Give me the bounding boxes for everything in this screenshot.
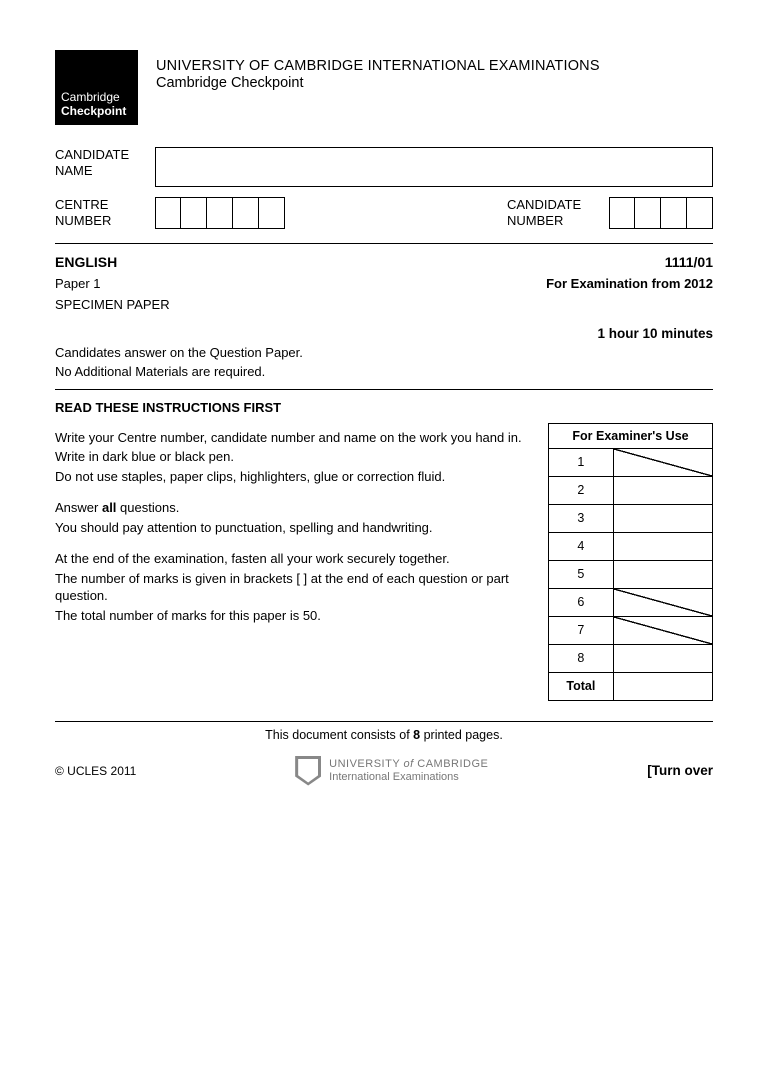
instruction-line: The total number of marks for this paper… (55, 607, 530, 625)
candidate-block: CANDIDATE NAME CENTRE NUMBER CANDIDATE N… (55, 147, 713, 230)
examiner-row-num: 8 (549, 644, 614, 672)
examiner-row-mark[interactable] (613, 476, 712, 504)
centre-digit-box[interactable] (181, 197, 207, 229)
subject-row: ENGLISH 1111/01 (55, 254, 713, 270)
candidate-number-label: CANDIDATE NUMBER (507, 197, 609, 230)
logo-line1: Cambridge (61, 91, 132, 105)
candidate-digit-box[interactable] (687, 197, 713, 229)
qp-line: Candidates answer on the Question Paper. (55, 345, 713, 360)
duration: 1 hour 10 minutes (55, 326, 713, 341)
divider (55, 389, 713, 390)
university-logo: UNIVERSITY of CAMBRIDGE International Ex… (295, 756, 488, 786)
examiner-row-mark (613, 588, 712, 616)
examiner-row-mark[interactable] (613, 504, 712, 532)
qp-lines: Candidates answer on the Question Paper.… (55, 345, 713, 379)
candidate-digit-box[interactable] (609, 197, 635, 229)
examiner-row-mark[interactable] (613, 560, 712, 588)
paper-label: Paper 1 (55, 276, 101, 291)
subject-name: ENGLISH (55, 254, 117, 270)
instruction-line: Write in dark blue or black pen. (55, 448, 530, 466)
examiner-row-mark[interactable] (613, 532, 712, 560)
instruction-line: At the end of the examination, fasten al… (55, 550, 530, 568)
candidate-number-boxes[interactable] (609, 197, 713, 229)
instructions-block: Answer all questions. You should pay att… (55, 499, 530, 536)
candidate-name-label: CANDIDATE NAME (55, 147, 155, 180)
specimen-label: SPECIMEN PAPER (55, 297, 713, 312)
centre-digit-box[interactable] (155, 197, 181, 229)
examiner-row-num: 5 (549, 560, 614, 588)
centre-digit-box[interactable] (233, 197, 259, 229)
paper-row: Paper 1 For Examination from 2012 (55, 276, 713, 291)
instructions-block: At the end of the examination, fasten al… (55, 550, 530, 624)
shield-icon (295, 756, 321, 786)
examiner-row-num: 7 (549, 616, 614, 644)
divider (55, 243, 713, 244)
examiner-total-label: Total (549, 672, 614, 700)
examiner-row-mark (613, 448, 712, 476)
examiner-row-mark (613, 616, 712, 644)
examiner-total-mark[interactable] (613, 672, 712, 700)
copyright: © UCLES 2011 (55, 764, 136, 778)
examiner-row-num: 3 (549, 504, 614, 532)
examiner-row-num: 6 (549, 588, 614, 616)
instruction-line: Answer all questions. (55, 499, 530, 517)
divider (55, 721, 713, 722)
examiner-row-mark[interactable] (613, 644, 712, 672)
examiner-row-num: 2 (549, 476, 614, 504)
centre-number-label: CENTRE NUMBER (55, 197, 155, 230)
turn-over: [Turn over (647, 763, 713, 778)
exam-from: For Examination from 2012 (546, 276, 713, 291)
logo-line2: Checkpoint (61, 105, 132, 119)
examiner-row-num: 4 (549, 532, 614, 560)
footer-row: © UCLES 2011 UNIVERSITY of CAMBRIDGE Int… (55, 756, 713, 786)
subject-code: 1111/01 (665, 254, 713, 270)
instructions-title: READ THESE INSTRUCTIONS FIRST (55, 400, 713, 415)
instruction-line: Write your Centre number, candidate numb… (55, 429, 530, 447)
qp-line: No Additional Materials are required. (55, 364, 713, 379)
instruction-line: Do not use staples, paper clips, highlig… (55, 468, 530, 486)
header-text: UNIVERSITY OF CAMBRIDGE INTERNATIONAL EX… (156, 50, 600, 91)
candidate-name-box[interactable] (155, 147, 713, 187)
uni-line2: International Examinations (329, 771, 488, 783)
examiner-row-num: 1 (549, 448, 614, 476)
candidate-digit-box[interactable] (635, 197, 661, 229)
uni-line1: UNIVERSITY of CAMBRIDGE (329, 758, 488, 770)
centre-number-boxes[interactable] (155, 197, 285, 229)
instruction-line: You should pay attention to punctuation,… (55, 519, 530, 537)
org-title: UNIVERSITY OF CAMBRIDGE INTERNATIONAL EX… (156, 58, 600, 74)
footer-doc-text: This document consists of 8 printed page… (55, 728, 713, 742)
examiner-header: For Examiner's Use (549, 423, 713, 448)
examiner-use-table: For Examiner's Use 12345678 Total (548, 423, 713, 701)
centre-digit-box[interactable] (259, 197, 285, 229)
header: Cambridge Checkpoint UNIVERSITY OF CAMBR… (55, 50, 713, 125)
instructions-block: Write your Centre number, candidate numb… (55, 429, 530, 486)
candidate-digit-box[interactable] (661, 197, 687, 229)
org-subtitle: Cambridge Checkpoint (156, 75, 600, 91)
centre-digit-box[interactable] (207, 197, 233, 229)
instruction-line: The number of marks is given in brackets… (55, 570, 530, 605)
logo-box: Cambridge Checkpoint (55, 50, 138, 125)
